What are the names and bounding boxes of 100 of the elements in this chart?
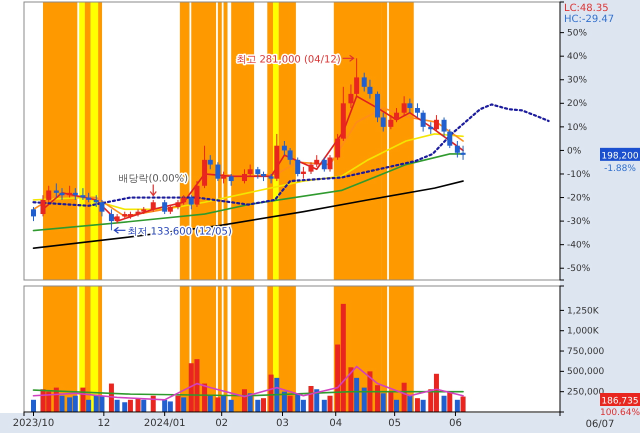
bar [454,400,460,412]
candlestick [328,154,333,172]
candlestick [380,112,386,132]
y-tick-label: 500,000 [567,367,604,378]
y-tick-label: 1,250K [567,306,600,316]
bar [388,390,394,412]
candlestick [447,128,452,149]
candlestick [168,204,173,215]
candlestick [362,72,367,92]
bar [414,398,420,412]
candlestick [300,166,306,180]
x-tick-label: 05 [388,418,402,430]
y-tick-label: -20% [567,193,591,204]
bar [354,378,360,412]
candlestick [86,192,92,203]
candlestick [215,162,220,182]
bar [128,400,133,412]
y-tick-label: 50% [567,28,588,39]
y-tick-label: -30% [567,216,591,227]
y-tick-label: 30% [567,76,588,86]
x-tick-label: 02 [215,418,228,430]
x-tick-label: 03 [276,418,289,430]
candlestick [80,188,86,200]
y-tick-label: 250,000 [567,388,604,398]
candlestick [99,199,104,217]
bar [228,400,234,412]
bar [175,396,180,412]
candlestick [248,164,253,177]
bar [215,397,220,412]
line-series [32,366,464,401]
text: LC:48.35 [564,3,609,14]
bar [141,400,146,412]
bar [255,400,260,412]
candlestick [322,156,327,172]
y-tick-label: 40% [567,52,588,62]
bar [86,400,92,412]
y-tick-label: 750,000 [567,346,604,357]
bar [442,396,447,412]
candlestick [54,182,59,198]
x-tick-label: 04 [329,418,342,430]
candlestick [308,162,314,174]
candlestick [188,194,194,210]
candlestick [375,91,380,123]
candlestick [434,114,439,132]
candlestick [442,116,447,137]
bar [282,392,287,412]
bar [208,396,213,412]
candlestick [94,194,99,208]
candlestick [314,154,320,168]
text: HC:-29.47 [564,14,614,25]
candlestick [46,185,52,203]
candlestick [208,154,213,170]
candlestick [414,102,420,118]
candlestick [335,133,340,160]
y-tick-label: 10% [567,122,588,133]
line-series [32,103,550,207]
y-tick-label: -10% [567,170,591,180]
line-series [32,133,464,210]
bar [181,397,186,412]
bar [288,396,293,412]
bar [268,374,274,412]
candlestick [388,114,394,130]
bar [394,400,400,412]
bar [420,400,426,412]
candlestick [150,199,156,212]
candlestick [454,140,460,158]
bar [460,396,466,412]
candlestick [260,171,266,182]
text: 198,200 [601,151,639,162]
candlestick [407,98,412,114]
bar [31,400,36,412]
bar [122,402,128,412]
bar [260,398,266,412]
bar [328,396,333,412]
x-tick-label: 2023/10 [12,418,54,430]
candlestick [162,199,168,215]
x-tick-label: 2024/01 [144,418,186,430]
candlestick [295,156,300,177]
candlestick [367,79,372,100]
y-tick-label: 1,000K [567,326,600,337]
candlestick [175,199,180,210]
y-tick-label: 20% [567,99,588,110]
candlestick [108,208,114,231]
text: -1.88% [604,164,636,174]
candlestick [228,173,234,186]
bar [114,400,120,412]
candlestick [282,140,287,156]
candlestick [194,180,200,208]
bar [380,393,386,412]
bar [221,396,226,412]
candlestick [394,108,400,123]
candlestick [31,206,36,222]
text: 06/07 [586,419,614,430]
bar [367,371,372,412]
x-tick-label: 06 [449,418,462,430]
x-tick-label: 12 [97,418,110,430]
candlestick [420,110,426,132]
text: 186,735 [601,396,639,406]
bar [407,396,412,412]
candlestick [242,168,247,184]
